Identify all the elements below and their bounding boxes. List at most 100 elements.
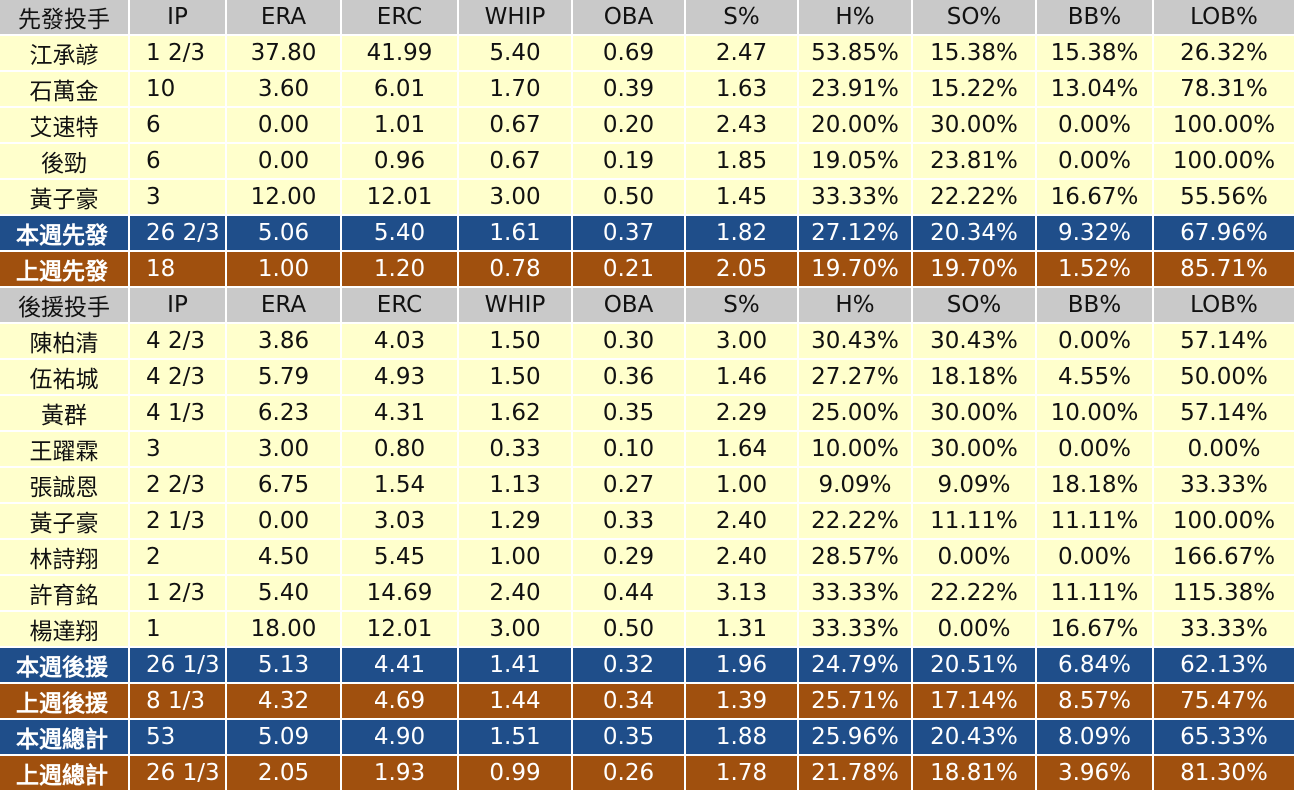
section-label: 後援投手: [0, 288, 130, 324]
stat-cell: 20.34%: [913, 216, 1037, 252]
last-week-total-row: 上週總計 26 1/3 2.05 1.93 0.99 0.26 1.78 21.78% 18.8…: [0, 756, 1296, 792]
table-row: 石萬金 10 3.60 6.01 1.70 0.39 1.63 23.91% 15.22% 13.…: [0, 72, 1296, 108]
this-week-total-row: 本週總計 53 5.09 4.90 1.51 0.35 1.88 25.96% 20.43% 8.…: [0, 720, 1296, 756]
stat-cell: 1: [130, 612, 227, 648]
stat-cell: 100.00%: [1154, 144, 1296, 180]
stat-cell: 6.84%: [1037, 648, 1154, 684]
stat-cell: 100.00%: [1154, 504, 1296, 540]
stat-cell: 1.45: [686, 180, 799, 216]
stat-cell: 3.60: [227, 72, 342, 108]
stat-cell: 18.00: [227, 612, 342, 648]
table-row: 伍祐城 4 2/3 5.79 4.93 1.50 0.36 1.46 27.27% 18.18%…: [0, 360, 1296, 396]
stat-cell: 5.79: [227, 360, 342, 396]
stat-cell: 12.01: [342, 180, 459, 216]
stat-cell: 0.00%: [1037, 108, 1154, 144]
table-row: 黃子豪 3 12.00 12.01 3.00 0.50 1.45 33.33% 22.22% 16…: [0, 180, 1296, 216]
stat-cell: 11.11%: [1037, 504, 1154, 540]
stat-cell: 1.62: [459, 396, 573, 432]
this-week-starters-row: 本週先發 26 2/3 5.06 5.40 1.61 0.37 1.82 27.12% 20.3…: [0, 216, 1296, 252]
stat-cell: 0.00: [227, 108, 342, 144]
stat-cell: 30.00%: [913, 432, 1037, 468]
stat-cell: 4 2/3: [130, 324, 227, 360]
stat-cell: 0.33: [573, 504, 686, 540]
stat-cell: 0.30: [573, 324, 686, 360]
pitcher-name: 黃子豪: [0, 504, 130, 540]
stat-cell: 5.13: [227, 648, 342, 684]
stat-cell: 18.18%: [913, 360, 1037, 396]
stat-cell: 0.67: [459, 108, 573, 144]
stat-cell: 8 1/3: [130, 684, 227, 720]
stat-cell: 12.01: [342, 612, 459, 648]
stat-cell: 2.05: [227, 756, 342, 792]
stat-cell: 33.33%: [799, 612, 913, 648]
stat-cell: 12.00: [227, 180, 342, 216]
stat-cell: 4.90: [342, 720, 459, 756]
stat-cell: 41.99: [342, 36, 459, 72]
stat-cell: 67.96%: [1154, 216, 1296, 252]
pitcher-name: 上週先發: [0, 252, 130, 288]
stat-cell: 1.52%: [1037, 252, 1154, 288]
stat-cell: 2.05: [686, 252, 799, 288]
stat-cell: 0.44: [573, 576, 686, 612]
stat-cell: 6: [130, 144, 227, 180]
stat-cell: 5.06: [227, 216, 342, 252]
column-header: S%: [686, 0, 799, 36]
table-row: 許育銘 1 2/3 5.40 14.69 2.40 0.44 3.13 33.33% 22.22…: [0, 576, 1296, 612]
stat-cell: 3.96%: [1037, 756, 1154, 792]
column-header: OBA: [573, 0, 686, 36]
stat-cell: 0.96: [342, 144, 459, 180]
stat-cell: 0.00%: [1037, 324, 1154, 360]
stat-cell: 6.23: [227, 396, 342, 432]
stat-cell: 26 2/3: [130, 216, 227, 252]
stat-cell: 3.03: [342, 504, 459, 540]
stat-cell: 1.29: [459, 504, 573, 540]
stat-cell: 4 2/3: [130, 360, 227, 396]
stat-cell: 2.40: [686, 540, 799, 576]
this-week-relievers-row: 本週後援 26 1/3 5.13 4.41 1.41 0.32 1.96 24.79% 20.5…: [0, 648, 1296, 684]
stat-cell: 4.50: [227, 540, 342, 576]
last-week-starters-row: 上週先發 18 1.00 1.20 0.78 0.21 2.05 19.70% 19.70% 1.…: [0, 252, 1296, 288]
stat-cell: 50.00%: [1154, 360, 1296, 396]
stat-cell: 30.00%: [913, 396, 1037, 432]
starters-header-row: 先發投手 IP ERA ERC WHIP OBA S% H% SO% BB% LOB%: [0, 0, 1296, 36]
column-header: OBA: [573, 288, 686, 324]
stat-cell: 2 2/3: [130, 468, 227, 504]
stat-cell: 65.33%: [1154, 720, 1296, 756]
column-header: ERA: [227, 0, 342, 36]
stat-cell: 0.00: [227, 144, 342, 180]
pitcher-name: 許育銘: [0, 576, 130, 612]
column-header: LOB%: [1154, 0, 1296, 36]
stat-cell: 0.34: [573, 684, 686, 720]
column-header: LOB%: [1154, 288, 1296, 324]
stat-cell: 0.00%: [1037, 432, 1154, 468]
stat-cell: 30.43%: [799, 324, 913, 360]
stat-cell: 19.70%: [913, 252, 1037, 288]
stat-cell: 4.93: [342, 360, 459, 396]
stat-cell: 78.31%: [1154, 72, 1296, 108]
stat-cell: 0.00%: [1037, 144, 1154, 180]
pitcher-name: 石萬金: [0, 72, 130, 108]
stat-cell: 1.46: [686, 360, 799, 396]
stat-cell: 16.67%: [1037, 612, 1154, 648]
stat-cell: 5.40: [227, 576, 342, 612]
table-row: 後勁 6 0.00 0.96 0.67 0.19 1.85 19.05% 23.81% 0.00%…: [0, 144, 1296, 180]
stat-cell: 0.80: [342, 432, 459, 468]
pitcher-name: 陳柏清: [0, 324, 130, 360]
stat-cell: 1.70: [459, 72, 573, 108]
stat-cell: 1.31: [686, 612, 799, 648]
relievers-header-row: 後援投手 IP ERA ERC WHIP OBA S% H% SO% BB% LOB%: [0, 288, 1296, 324]
stat-cell: 13.04%: [1037, 72, 1154, 108]
stat-cell: 22.22%: [799, 504, 913, 540]
stat-cell: 1.50: [459, 360, 573, 396]
pitcher-name: 林詩翔: [0, 540, 130, 576]
stat-cell: 25.00%: [799, 396, 913, 432]
stat-cell: 8.57%: [1037, 684, 1154, 720]
stat-cell: 0.00%: [1154, 432, 1296, 468]
stat-cell: 0.39: [573, 72, 686, 108]
stat-cell: 30.00%: [913, 108, 1037, 144]
stat-cell: 28.57%: [799, 540, 913, 576]
table-row: 江承諺 1 2/3 37.80 41.99 5.40 0.69 2.47 53.85% 15.3…: [0, 36, 1296, 72]
stat-cell: 0.78: [459, 252, 573, 288]
stat-cell: 3.00: [459, 612, 573, 648]
